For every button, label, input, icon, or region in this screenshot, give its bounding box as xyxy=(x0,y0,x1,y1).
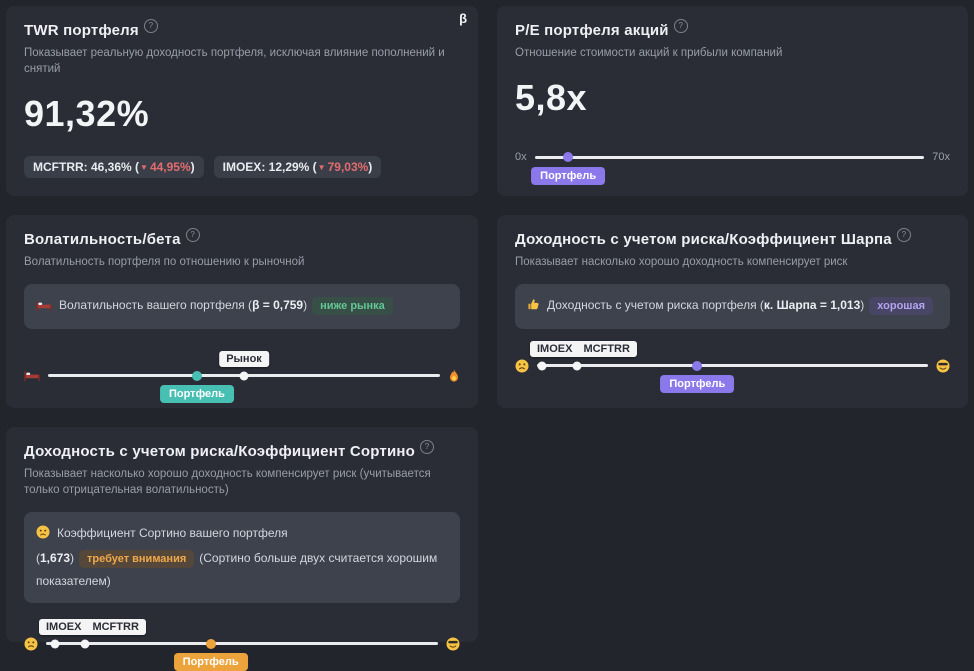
card-pe: P/E портфеля акций ? Отношение стоимости… xyxy=(497,6,968,196)
imoex-dot[interactable] xyxy=(537,361,547,371)
note-suffix: ) xyxy=(860,298,865,313)
note-value: β = 0,759 xyxy=(252,298,304,313)
beta-slider: Рынок Портфель xyxy=(24,351,460,404)
portfolio-pill: Портфель xyxy=(531,166,606,185)
card-subtitle: Показывает насколько хорошо доходность к… xyxy=(515,256,848,268)
card-subtitle: Показывает насколько хорошо доходность к… xyxy=(24,468,431,497)
card-title: Волатильность/бета xyxy=(24,231,181,248)
status-badge: ниже рынка xyxy=(312,297,393,316)
benchmark-suffix: ) xyxy=(190,160,195,174)
slider-track xyxy=(46,642,438,646)
benchmarks-tooltip: IMOEX MCFTRR xyxy=(39,619,146,636)
note-text: Волатильность вашего портфеля ( xyxy=(59,298,253,313)
card-beta: Волатильность/бета ? Волатильность портф… xyxy=(6,215,478,408)
mcftrr-dot[interactable] xyxy=(572,361,582,371)
beta-note: Волатильность вашего портфеля (β = 0,759… xyxy=(24,284,460,329)
benchmark-badge-imoex: IMOEX: 12,29% (▼ 79,03%) xyxy=(213,156,382,178)
benchmark-text: IMOEX: 12,29% ( xyxy=(222,160,317,174)
pe-value: 5,8x xyxy=(515,77,588,119)
empty-cell xyxy=(497,427,968,642)
portfolio-dot[interactable] xyxy=(191,370,202,381)
mcftrr-dot[interactable] xyxy=(80,639,90,649)
twr-value: 91,32% xyxy=(24,93,150,135)
market-dot[interactable] xyxy=(239,371,249,381)
imoex-dot[interactable] xyxy=(50,639,60,649)
card-sortino: Доходность с учетом риска/Коэффициент Со… xyxy=(6,427,478,671)
benchmark-label-imoex: IMOEX xyxy=(537,343,573,356)
note-mid: ) xyxy=(70,550,75,565)
fire-icon xyxy=(448,369,460,383)
slider-max-label: 70x xyxy=(932,151,950,164)
note-text: Коэффициент Сортино вашего портфеля ( xyxy=(36,526,288,565)
card-subtitle: Показывает реальную доходность портфеля,… xyxy=(24,47,445,76)
card-title: Доходность с учетом риска/Коэффициент Ша… xyxy=(515,231,892,248)
benchmark-label-mcftrr: MCFTRR xyxy=(92,621,139,634)
status-badge: хорошая xyxy=(869,297,933,316)
portfolio-pill: Портфель xyxy=(159,385,234,404)
bed-icon xyxy=(36,300,52,314)
market-tooltip: Рынок xyxy=(219,351,269,368)
benchmark-label-imoex: IMOEX xyxy=(46,621,82,634)
status-badge: требует внимания xyxy=(79,549,195,568)
sunglasses-face-icon xyxy=(936,359,950,373)
portfolio-dot[interactable] xyxy=(692,360,703,371)
card-subtitle: Отношение стоимости акций к прибыли комп… xyxy=(515,47,783,59)
sortino-slider: IMOEX MCFTRR Портфель xyxy=(24,619,460,671)
benchmark-text: MCFTRR: 46,36% ( xyxy=(33,160,140,174)
note-value: к. Шарпа = 1,013 xyxy=(763,298,861,313)
card-title: TWR портфеля xyxy=(24,22,139,39)
dashboard: β TWR портфеля ? Показывает реальную дох… xyxy=(6,6,968,671)
benchmark-badges: MCFTRR: 46,36% (▼ 44,95%) IMOEX: 12,29% (… xyxy=(24,156,382,178)
beta-version-icon: β xyxy=(459,11,467,26)
note-value: 1,673 xyxy=(40,550,71,565)
slider-min-label: 0x xyxy=(515,151,527,164)
benchmark-label-mcftrr: MCFTRR xyxy=(583,343,630,356)
sortino-note: Коэффициент Сортино вашего портфеля (1,6… xyxy=(24,512,460,603)
bed-icon xyxy=(24,370,40,382)
card-twr: β TWR портфеля ? Показывает реальную дох… xyxy=(6,6,478,196)
help-icon[interactable]: ? xyxy=(143,19,158,33)
sharpe-slider: IMOEX MCFTRR Портфель xyxy=(515,341,950,394)
down-arrow-icon: ▼ xyxy=(317,163,326,172)
sad-face-icon xyxy=(24,637,38,651)
worried-face-icon xyxy=(515,359,529,373)
benchmark-suffix: ) xyxy=(368,160,373,174)
down-arrow-icon: ▼ xyxy=(140,163,148,172)
help-icon[interactable]: ? xyxy=(896,228,911,242)
help-icon[interactable]: ? xyxy=(673,19,688,33)
frown-face-icon xyxy=(36,525,50,542)
pe-slider: 0x Портфель 70x xyxy=(515,151,950,185)
card-title: Доходность с учетом риска/Коэффициент Со… xyxy=(24,443,416,460)
slider-track xyxy=(534,155,925,159)
note-suffix: ) xyxy=(303,298,308,313)
benchmark-badge-mcftrr: MCFTRR: 46,36% (▼ 44,95%) xyxy=(24,156,204,178)
note-text: Доходность с учетом риска портфеля ( xyxy=(547,298,764,313)
thumbs-up-icon xyxy=(527,299,540,314)
portfolio-dot[interactable] xyxy=(205,638,216,649)
note-post: (Сортино больше двух считается хорошим п… xyxy=(36,550,438,588)
portfolio-dot[interactable] xyxy=(563,152,574,163)
benchmarks-tooltip: IMOEX MCFTRR xyxy=(530,341,637,358)
benchmark-delta: 79,03% xyxy=(327,160,369,174)
card-title: P/E портфеля акций xyxy=(515,22,669,39)
portfolio-pill: Портфель xyxy=(660,375,735,394)
sharpe-note: Доходность с учетом риска портфеля (к. Ш… xyxy=(515,284,950,329)
slider-track xyxy=(537,364,928,368)
portfolio-pill: Портфель xyxy=(173,653,248,671)
card-subtitle: Волатильность портфеля по отношению к ры… xyxy=(24,256,305,268)
help-icon[interactable]: ? xyxy=(420,440,435,454)
sunglasses-face-icon xyxy=(446,637,460,651)
card-sharpe: Доходность с учетом риска/Коэффициент Ша… xyxy=(497,215,968,408)
benchmark-delta: 44,95% xyxy=(149,160,191,174)
help-icon[interactable]: ? xyxy=(185,228,200,242)
